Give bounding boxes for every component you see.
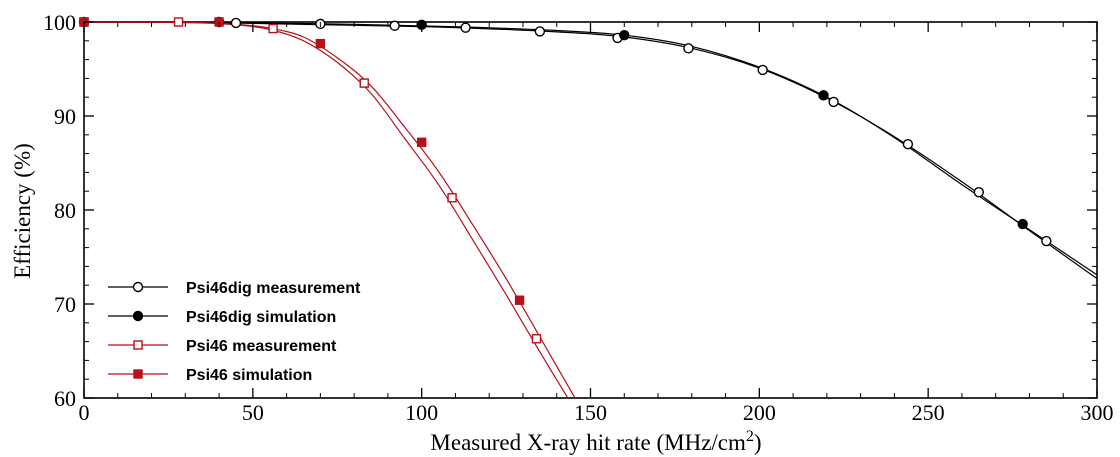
legend-marker: [133, 340, 143, 350]
legend-marker: [132, 281, 144, 293]
data-point: [1017, 218, 1028, 230]
y-axis-title: Efficiency (%): [10, 143, 35, 279]
legend: Psi46dig measurement Psi46dig simulation P…: [108, 280, 361, 384]
x-tick-label: 250: [912, 400, 945, 425]
data-point: [315, 38, 326, 49]
y-tick-label: 70: [54, 292, 76, 317]
data-point: [534, 26, 546, 37]
legend-marker: [132, 310, 144, 322]
x-tick-label: 200: [743, 400, 776, 425]
axis-tick-labels: 0 50 100 150 200 250 300 60 70 80 90 100: [43, 10, 1114, 425]
data-point: [1041, 235, 1052, 247]
legend-label: Psi46 measurement: [186, 338, 337, 355]
axis-ticks: [83, 21, 1098, 399]
x-axis-title: Measured X-ray hit rate (MHz/cm2): [430, 428, 761, 455]
data-point: [230, 17, 242, 29]
data-point: [268, 23, 278, 34]
legend-label: Psi46dig simulation: [186, 309, 336, 326]
x-tick-label: 100: [405, 400, 438, 425]
legend-label: Psi46dig measurement: [186, 280, 361, 297]
x-tick-label: 300: [1081, 400, 1114, 425]
data-point: [416, 137, 427, 148]
data-point: [514, 295, 525, 305]
x-tick-label: 150: [574, 400, 607, 425]
data-point: [619, 29, 630, 41]
data-point: [902, 138, 914, 150]
data-point: [973, 186, 985, 198]
data-point: [818, 90, 829, 101]
data-point: [389, 20, 400, 31]
legend-label: Psi46 simulation: [186, 367, 312, 384]
y-tick-label: 90: [54, 104, 76, 129]
data-point: [447, 193, 457, 203]
series-line-2: [84, 22, 1097, 276]
data-point: [828, 96, 839, 108]
data-point: [683, 43, 694, 54]
x-tick-label: 50: [242, 400, 264, 425]
series-line-1: [84, 22, 1097, 280]
data-point: [173, 17, 184, 27]
data-point: [460, 22, 471, 33]
data-point: [359, 78, 369, 88]
y-tick-label: 60: [54, 386, 76, 411]
y-tick-label: 80: [54, 198, 76, 223]
y-tick-label: 100: [43, 10, 76, 35]
data-point: [757, 64, 768, 76]
x-tick-label: 0: [79, 400, 90, 425]
data-point: [531, 334, 542, 344]
legend-marker: [133, 369, 143, 379]
